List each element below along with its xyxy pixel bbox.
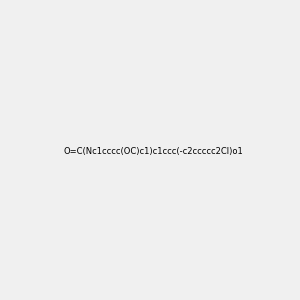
Text: O=C(Nc1cccc(OC)c1)c1ccc(-c2ccccc2Cl)o1: O=C(Nc1cccc(OC)c1)c1ccc(-c2ccccc2Cl)o1: [64, 147, 244, 156]
